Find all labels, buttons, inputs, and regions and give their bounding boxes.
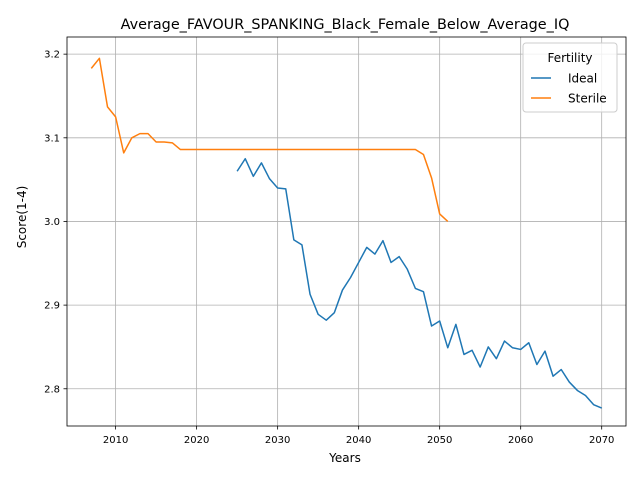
legend-label-sterile: Sterile	[568, 92, 607, 106]
legend: Fertility Ideal Sterile	[522, 42, 618, 113]
y-tick-label: 2.8	[44, 384, 60, 395]
grid	[67, 37, 626, 426]
y-axis-ticks: 2.8 2.9 3.0 3.1 3.2	[44, 50, 67, 395]
y-tick-label: 3.2	[44, 50, 60, 61]
series-line-ideal	[236, 157, 602, 409]
x-axis-ticks: 2010 2020 2030 2040 2050 2060 2070	[103, 426, 614, 446]
x-tick-label: 2060	[508, 435, 533, 446]
y-axis-label: Score(1-4)	[15, 186, 29, 249]
x-tick-label: 2010	[103, 435, 128, 446]
legend-label-ideal: Ideal	[568, 72, 597, 86]
legend-box	[522, 42, 618, 113]
x-axis-label: Years	[328, 451, 361, 465]
plot-frame	[66, 36, 627, 427]
series-lines	[90, 57, 602, 409]
x-tick-label: 2020	[184, 435, 209, 446]
x-tick-label: 2070	[589, 435, 614, 446]
x-tick-label: 2030	[265, 435, 290, 446]
x-tick-label: 2040	[346, 435, 371, 446]
chart-title: Average_FAVOUR_SPANKING_Black_Female_Bel…	[121, 17, 570, 33]
series-line-sterile	[90, 57, 449, 223]
y-tick-label: 3.0	[44, 217, 60, 228]
y-tick-label: 2.9	[44, 301, 60, 312]
legend-title: Fertility	[547, 51, 592, 65]
y-tick-label: 3.1	[44, 133, 60, 144]
x-tick-label: 2050	[427, 435, 452, 446]
